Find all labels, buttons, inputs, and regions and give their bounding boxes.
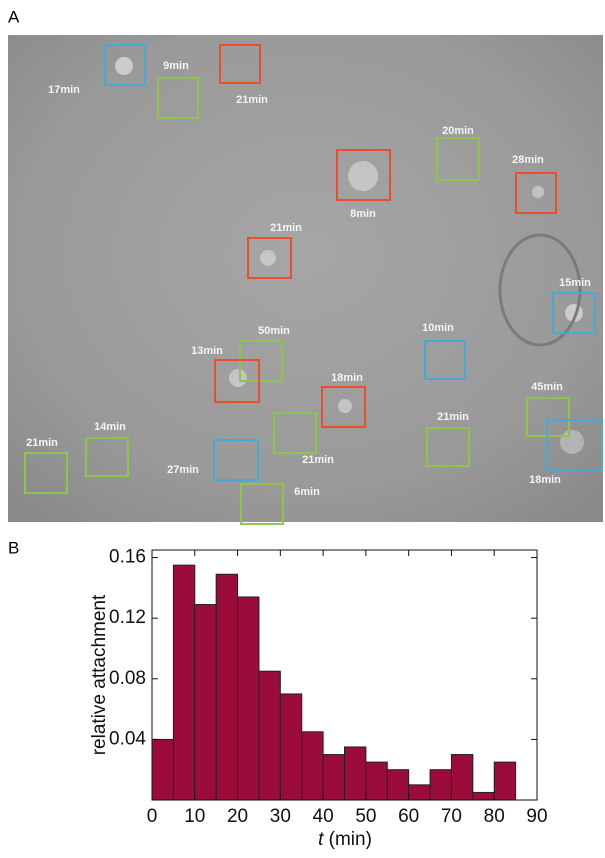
- annotation-box: [213, 439, 259, 481]
- annotation-box: [219, 44, 261, 84]
- annotation-label: 21min: [270, 222, 302, 234]
- annotation-box: [424, 340, 466, 380]
- x-axis-label: t (min): [318, 829, 372, 850]
- annotation-box: [85, 437, 129, 477]
- microscopy-image: [8, 35, 603, 522]
- bar: [172, 564, 196, 801]
- annotation-box: [336, 149, 391, 201]
- x-label-unit: (min): [329, 829, 372, 850]
- annotation-label: 15min: [559, 277, 591, 289]
- annotation-box: [515, 172, 557, 214]
- x-tick-label: 20: [227, 806, 248, 827]
- annotation-box: [321, 386, 366, 428]
- bar: [344, 746, 367, 801]
- plot-frame: [151, 549, 538, 801]
- annotation-label: 21min: [236, 94, 268, 106]
- annotation-label: 18min: [331, 372, 363, 384]
- bar: [472, 791, 495, 801]
- x-label-variable: t: [318, 829, 324, 850]
- annotation-label: 13min: [191, 345, 223, 357]
- annotation-box: [247, 237, 292, 279]
- x-tick-label: 0: [147, 806, 158, 827]
- y-tick-label: 0.12: [109, 607, 146, 628]
- annotation-label: 21min: [302, 454, 334, 466]
- annotation-label: 27min: [167, 464, 199, 476]
- y-tick-label: 0.16: [109, 547, 146, 568]
- annotation-label: 28min: [512, 154, 544, 166]
- annotation-box: [273, 412, 317, 454]
- annotation-label: 9min: [163, 60, 189, 72]
- x-tick-label: 80: [484, 806, 505, 827]
- annotation-label: 14min: [94, 421, 126, 433]
- annotation-label: 17min: [48, 84, 80, 96]
- bar: [215, 573, 239, 801]
- panel-label: A: [8, 7, 20, 26]
- bar: [386, 769, 410, 801]
- annotation-box: [157, 77, 199, 119]
- y-axis-label: relative attachment: [89, 594, 110, 755]
- bar: [301, 731, 324, 801]
- annotation-label: 20min: [442, 125, 474, 137]
- bar: [450, 754, 474, 801]
- annotation-box: [546, 419, 603, 471]
- annotation-box: [436, 137, 480, 181]
- annotation-label: 8min: [350, 208, 376, 220]
- x-tick-label: 40: [313, 806, 334, 827]
- annotation-label: 21min: [437, 411, 469, 423]
- annotation-label: 10min: [422, 322, 454, 334]
- annotation-box: [24, 452, 68, 494]
- annotation-label: 45min: [531, 381, 563, 393]
- image-texture: [115, 57, 584, 454]
- y-tick-label: 0.08: [109, 668, 146, 689]
- panel-label: B: [8, 538, 19, 557]
- annotation-box: [240, 483, 284, 525]
- annotation-label: 18min: [529, 474, 561, 486]
- bar: [194, 604, 217, 801]
- annotation-label: 6min: [294, 486, 320, 498]
- x-tick-label: 70: [441, 806, 462, 827]
- annotation-box: [104, 44, 146, 86]
- bar: [322, 754, 346, 801]
- bar: [408, 784, 431, 801]
- x-tick-label: 30: [270, 806, 291, 827]
- x-tick-label: 10: [184, 806, 205, 827]
- bar: [365, 761, 388, 801]
- bar: [493, 761, 517, 801]
- x-tick-label: 90: [526, 806, 547, 827]
- x-tick-label: 60: [398, 806, 419, 827]
- y-tick-label: 0.04: [109, 728, 146, 749]
- annotation-box: [214, 359, 260, 403]
- annotation-box: [552, 292, 596, 334]
- bar: [258, 670, 281, 801]
- annotation-label: 50min: [258, 325, 290, 337]
- annotation-box: [426, 427, 470, 467]
- bar: [151, 738, 174, 801]
- bar: [279, 693, 303, 801]
- x-tick-label: 50: [355, 806, 376, 827]
- annotation-label: 21min: [26, 437, 58, 449]
- bar: [237, 596, 260, 801]
- bar: [429, 769, 452, 801]
